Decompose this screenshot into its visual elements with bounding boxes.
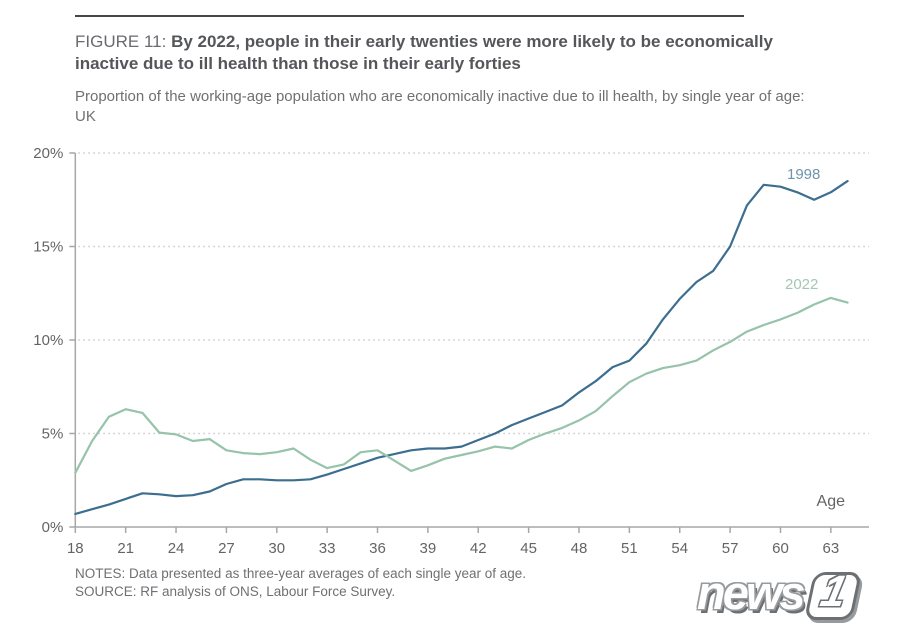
x-tick-label-63: 63 (823, 540, 840, 557)
line-2022 (74, 296, 849, 474)
x-tick-label-30: 30 (268, 540, 285, 557)
x-tick-label-27: 27 (218, 540, 235, 557)
y-tick-label-10pct: 10% (33, 332, 63, 349)
x-tick-label-51: 51 (621, 540, 638, 557)
y-tick-label-20pct: 20% (33, 145, 63, 162)
x-tick-label-60: 60 (772, 540, 789, 557)
x-tick-label-21: 21 (117, 540, 134, 557)
news1-logo-one: 1 (816, 567, 851, 616)
x-tick-label-45: 45 (520, 540, 537, 557)
figure-subtitle: Proportion of the working-age population… (75, 88, 805, 125)
top-rule (75, 15, 744, 17)
series-label-1998: 1998 (787, 166, 821, 183)
y-tick-label-5pct: 5% (42, 426, 64, 443)
x-tick-label-48: 48 (571, 540, 588, 557)
chart-notes: NOTES: Data presented as three-year aver… (75, 566, 526, 581)
x-tick-label-57: 57 (722, 540, 739, 557)
news1-watermark-logo: news 1 (697, 566, 862, 620)
x-tick-label-24: 24 (168, 540, 185, 557)
chart-area: 0% 5% 10% 15% 20% 18 21 24 27 30 33 36 39 42 45 48 51 54 5… (0, 140, 902, 565)
figure-number-label: FIGURE 11: (75, 32, 167, 51)
x-tick-label-18: 18 (67, 540, 84, 557)
y-tick-label-15pct: 15% (33, 239, 63, 256)
chart-source: SOURCE: RF analysis of ONS, Labour Force… (75, 584, 396, 599)
x-tick-label-33: 33 (319, 540, 336, 557)
y-tick-label-0pct: 0% (42, 519, 64, 536)
figure-title: FIGURE 11: By 2022, people in their earl… (75, 31, 787, 75)
news1-logo-text: news (697, 566, 806, 619)
figure-title-text: By 2022, people in their early twenties … (75, 32, 773, 73)
line-chart: 0% 5% 10% 15% 20% 18 21 24 27 30 33 36 39 42 45 48 51 54 5… (33, 145, 869, 557)
x-tick-label-39: 39 (420, 540, 437, 557)
x-axis-title: Age (816, 493, 845, 510)
news1-logo-box: 1 (803, 567, 862, 620)
line-1998 (74, 179, 849, 515)
x-tick-label-36: 36 (369, 540, 386, 557)
x-tick-label-42: 42 (470, 540, 487, 557)
x-tick-label-54: 54 (671, 540, 688, 557)
series-label-2022: 2022 (785, 276, 819, 293)
